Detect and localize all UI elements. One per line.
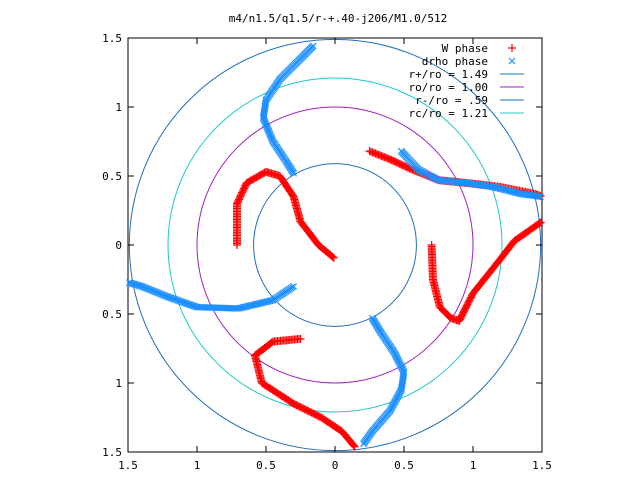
x-tick-label: 1 — [470, 459, 477, 472]
legend-label: r-/ro = .59 — [415, 94, 488, 107]
x-tick-label: 0 — [332, 459, 339, 472]
data-point — [535, 219, 544, 228]
x-tick-label: 1.5 — [532, 459, 552, 472]
legend-label: drho phase — [422, 55, 488, 68]
radius-circle-3 — [167, 77, 503, 413]
x-tick-label: 0.5 — [256, 459, 276, 472]
y-tick-label: 0 — [115, 239, 122, 252]
data-point — [328, 252, 337, 261]
data-point — [535, 192, 543, 200]
y-tick-label: 0.5 — [102, 170, 122, 183]
data-point — [125, 279, 133, 287]
axis-ticks: 1.5 1 0.5 0 0.5 1 1.51.510.500.511.5 — [102, 32, 552, 472]
data-series — [125, 42, 545, 451]
y-tick-label: 0.5 — [102, 308, 122, 321]
radius-circle-1 — [196, 106, 474, 384]
y-tick-label: 1.5 — [102, 446, 122, 459]
data-point — [350, 442, 359, 451]
legend-marker-swatch — [508, 44, 516, 52]
x-tick-label: 1 — [194, 459, 201, 472]
legend-label: r+/ro = 1.49 — [409, 68, 488, 81]
y-tick-label: 1 — [115, 377, 122, 390]
data-point — [349, 441, 358, 450]
y-tick-label: 1 — [115, 101, 122, 114]
data-point — [360, 440, 367, 448]
legend-label: rc/ro = 1.21 — [409, 107, 488, 120]
x-tick-label: 1.5 — [118, 459, 138, 472]
y-tick-label: 1.5 — [102, 32, 122, 45]
legend-marker-swatch — [508, 57, 516, 65]
legend-label: W phase — [442, 42, 488, 55]
data-point — [309, 42, 317, 50]
legend-label: ro/ro = 1.00 — [409, 81, 488, 94]
radius-circle-2 — [253, 163, 417, 327]
series-1 — [125, 42, 544, 448]
data-point — [329, 253, 338, 262]
x-tick-label: 0.5 — [394, 459, 414, 472]
chart-title: m4/n1.5/q1.5/r-+.40-j206/M1.0/512 — [229, 12, 448, 25]
data-point — [127, 279, 135, 287]
series-0 — [233, 147, 545, 451]
data-point — [537, 193, 544, 200]
data-point — [536, 218, 545, 227]
